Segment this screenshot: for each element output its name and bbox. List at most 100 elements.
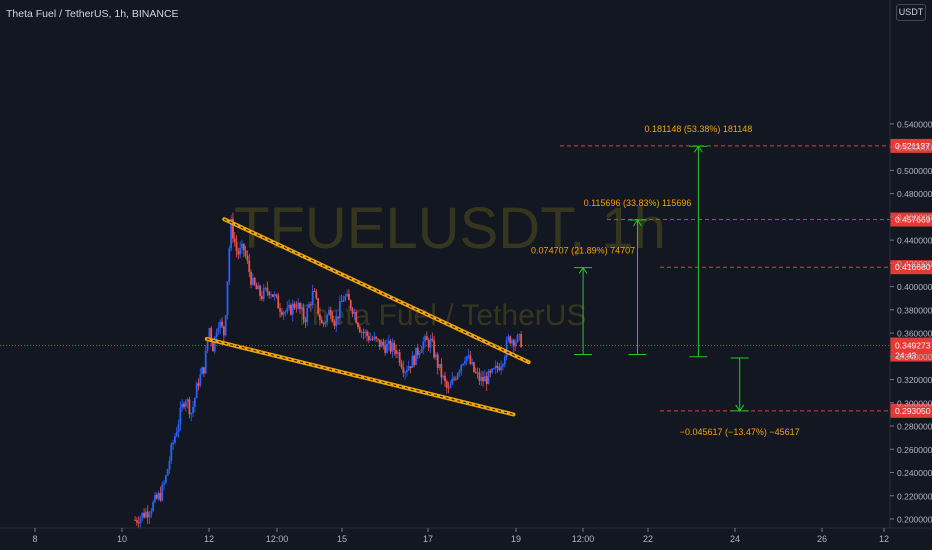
currency-button[interactable]: USDT [896,4,926,21]
candle-body [184,401,187,407]
candle-body [192,406,194,414]
candle-body [398,352,401,364]
candle-body [197,383,200,386]
candle-body [493,368,495,370]
candle-body [338,301,341,319]
watermark-name: Theta Fuel / TetherUS [294,299,587,332]
price-tick-label: 0.260000 [897,445,932,455]
candle-body [181,403,184,408]
candle-body [498,368,501,371]
candle-body [449,384,452,388]
candle-body [378,339,381,347]
candle-body [155,494,158,499]
candle-body [409,366,412,369]
candle-body [503,356,506,365]
candle-body [458,370,461,374]
candle-body [195,383,198,399]
candle-body [199,374,202,386]
candle-body [416,347,419,355]
candle-body [482,377,484,382]
candle-body [431,338,434,341]
candle-body [438,363,441,368]
candle-body [290,304,292,315]
candle-body [386,344,388,353]
candle-body [400,363,403,368]
candle-body [235,241,238,252]
candle-body [291,303,294,315]
time-axis[interactable]: 8 10 12 12:00 15 17 19 12:00 22 24 26 12 [0,527,932,544]
candle-body [516,335,519,343]
candle-body [242,243,245,251]
price-tick-label: 0.320000 [897,375,932,385]
candle-body [335,316,338,327]
target-measures: 0.074707 (21.89%) 74707 0.115696 (33.83%)… [531,124,800,437]
candle-body [172,442,175,445]
price-axis[interactable]: 0.540000 0.520000 0.500000 0.480000 0.460000… [889,0,932,528]
target-level-tag [890,403,932,418]
last-price-countdown: 24:43 [895,351,917,361]
candle-body [366,331,368,336]
candle-body [262,288,265,300]
candle-body [190,413,193,415]
candle-body [364,331,367,334]
candle-body [328,310,330,315]
candle-body [462,363,465,365]
target-level-tag [890,138,932,153]
candle-body [188,399,191,415]
candle-body [175,432,178,437]
candle-body [286,307,289,312]
candle-body [427,340,430,348]
candle-body [489,370,492,373]
candle-body [152,501,155,511]
target-level-value: 0.293050 [895,406,931,416]
candle-body [487,370,490,385]
candle-body [295,307,298,309]
time-tick-label: 12:00 [572,534,595,544]
candle-body [150,510,153,515]
candle-body [237,251,240,255]
candle-body [319,314,321,320]
candle-body [157,493,160,499]
candle-body [480,377,483,381]
candle-body [451,378,454,385]
chart-title: Theta Fuel / TetherUS, 1h, BINANCE [6,8,179,20]
candle-body [402,367,405,373]
candle-body [300,307,303,310]
candle-body [293,303,296,308]
measure-arrowhead [693,145,703,153]
wedge-upper-line-dash [224,218,529,363]
candle-body [351,308,354,314]
candle-body [183,403,185,407]
candle-body [193,398,196,407]
candle-body [329,310,332,316]
candle-body [496,365,499,369]
candle-body [454,378,457,380]
time-tick-label: 12:00 [266,534,289,544]
candle-body [268,292,271,296]
candle-body [137,522,140,524]
candle-body [145,511,147,518]
candle-body [221,321,223,327]
candle-body [134,520,136,521]
candle-body [447,387,450,389]
candle-body [248,260,251,272]
candle-body [358,327,361,333]
target-level-value: 0.521137 [895,141,930,151]
candle-body [154,494,156,502]
candle-body [355,311,358,323]
candle-body [226,281,229,316]
target-level-tag [890,260,932,275]
candle-body [344,296,347,300]
price-tick-label: 0.480000 [897,189,932,199]
candle-body [159,493,162,501]
price-tick-label: 0.400000 [897,282,932,292]
candle-body [440,363,443,378]
candle-body [507,336,510,341]
candle-body [203,367,205,374]
candle-body [311,291,314,306]
candle-body [168,460,171,470]
candle-body [425,336,428,341]
candle-body [270,294,272,296]
candle-body [384,345,387,353]
